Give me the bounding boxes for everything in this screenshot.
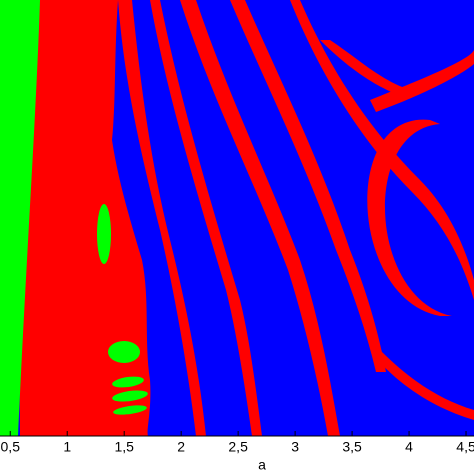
x-tick-label: 2,5: [228, 439, 248, 455]
x-tick-label: 0,5: [1, 439, 21, 455]
x-tick-label: 3,5: [342, 439, 362, 455]
x-axis-label: a: [258, 457, 266, 473]
x-tick-label: 3: [291, 439, 299, 455]
x-tick-label: 4: [405, 439, 413, 455]
red-basin: [19, 0, 151, 436]
x-tick-label: 1,5: [114, 439, 134, 455]
x-tick-label: 2: [177, 439, 185, 455]
red-streaks: [118, 0, 474, 436]
x-tick-label: 1: [63, 439, 71, 455]
x-tick-label: 4,5: [456, 439, 474, 455]
green-islands: [97, 204, 148, 415]
basin-map: [0, 0, 474, 436]
green-basin: [0, 0, 40, 436]
